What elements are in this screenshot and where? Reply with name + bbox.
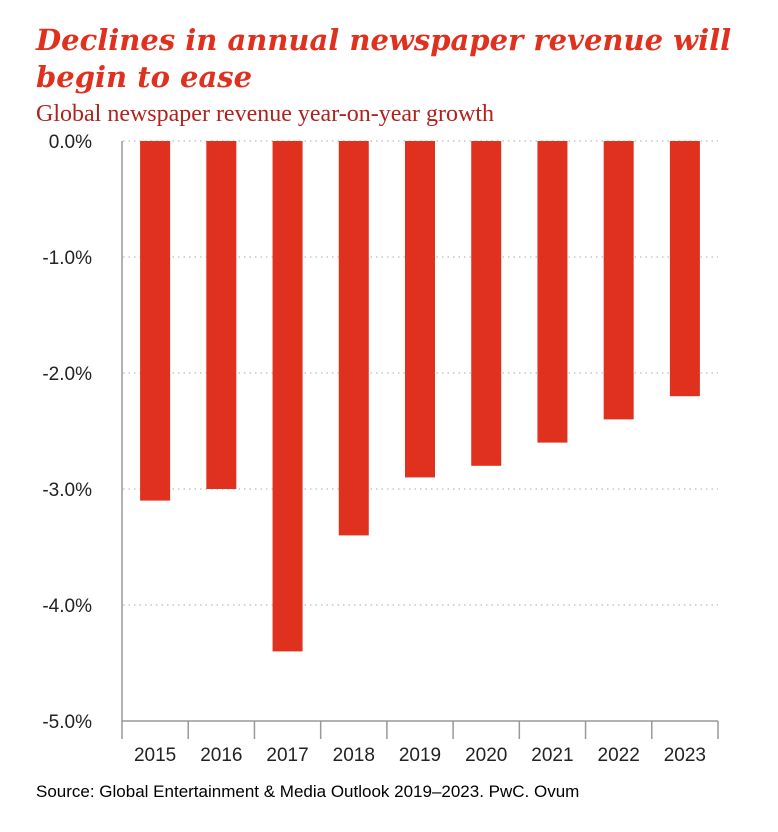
x-tick-label: 2015 xyxy=(134,745,176,766)
source-note: Source: Global Entertainment & Media Out… xyxy=(36,782,580,801)
y-tick-label: -4.0% xyxy=(42,596,92,617)
bar-2018 xyxy=(338,141,369,536)
chart-title: Declines in annual newspaper revenue wil… xyxy=(36,23,732,94)
y-tick-label: -2.0% xyxy=(42,364,92,385)
bar-2023 xyxy=(669,141,700,397)
x-tick-label: 2022 xyxy=(598,745,640,766)
x-tick-label: 2017 xyxy=(266,745,308,766)
y-tick-label: 0.0% xyxy=(49,132,92,153)
x-tick-label: 2016 xyxy=(200,745,242,766)
x-tick-label: 2018 xyxy=(333,745,375,766)
bar-2021 xyxy=(537,141,568,443)
bar-2022 xyxy=(603,141,634,420)
bar-2016 xyxy=(206,141,237,489)
y-tick-label: -3.0% xyxy=(42,480,92,501)
bar-2019 xyxy=(405,141,435,478)
chart-subtitle: Global newspaper revenue year-on-year gr… xyxy=(36,101,494,127)
y-tick-label: -1.0% xyxy=(42,248,92,269)
bar-2015 xyxy=(140,141,171,501)
x-tick-label: 2023 xyxy=(664,745,706,766)
x-tick-label: 2020 xyxy=(465,745,507,766)
x-tick-label: 2021 xyxy=(531,745,573,766)
bar-2020 xyxy=(471,141,502,466)
y-tick-label: -5.0% xyxy=(42,712,92,733)
bar-2017 xyxy=(272,141,303,652)
x-tick-label: 2019 xyxy=(399,745,441,766)
bar-chart: 0.0% -1.0% -2.0% -3.0% -4.0% -5.0% 2015 2016 201… xyxy=(42,132,719,766)
